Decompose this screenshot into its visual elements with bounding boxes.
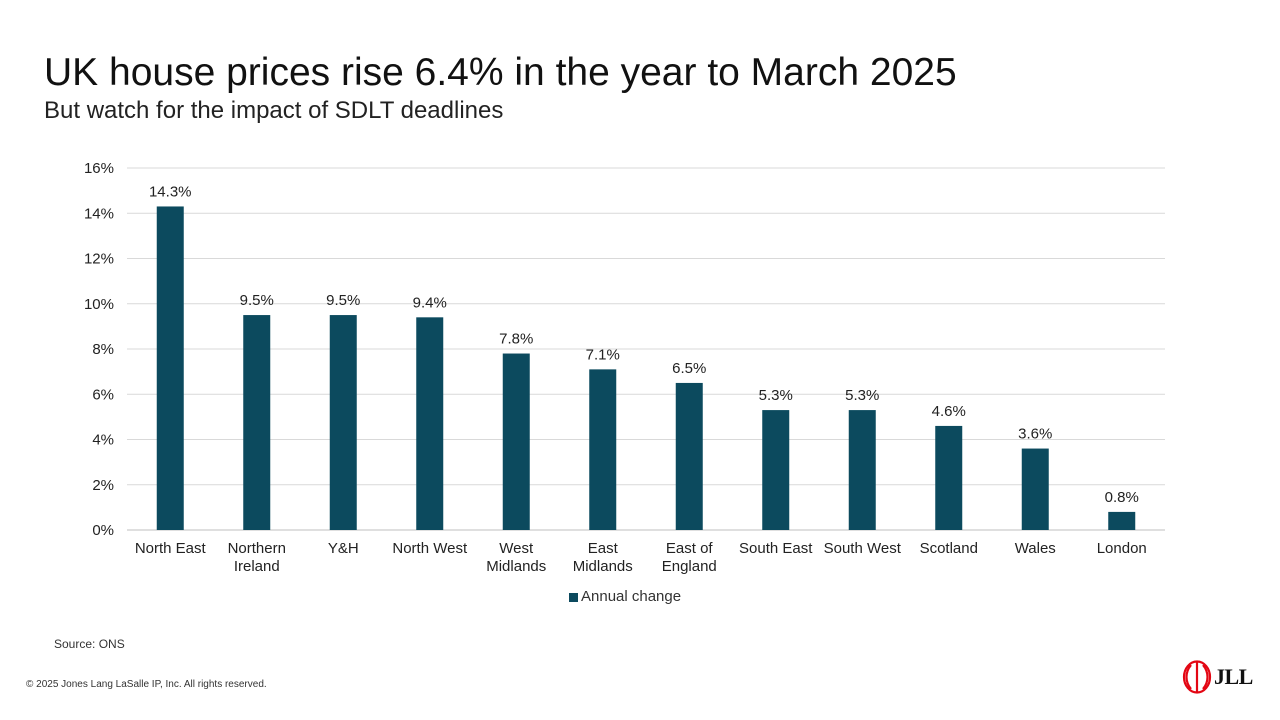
bar — [1108, 511, 1136, 530]
data-label: 6.5% — [672, 360, 706, 377]
x-tick-label: West — [499, 540, 534, 557]
page-title: UK house prices rise 6.4% in the year to… — [44, 51, 957, 94]
data-label: 7.1% — [586, 346, 620, 363]
data-label: 7.8% — [499, 331, 533, 348]
x-tick-label: England — [662, 558, 717, 575]
bar — [675, 382, 703, 530]
logo-text: JLL — [1214, 664, 1253, 689]
x-tick-label: East of — [666, 540, 714, 557]
y-tick-label: 8% — [92, 341, 114, 358]
x-tick-label: Northern — [228, 540, 286, 557]
jll-logo-icon — [1182, 660, 1212, 694]
bar — [416, 317, 444, 530]
bar — [243, 315, 271, 530]
x-tick-label: North West — [392, 540, 468, 557]
legend-swatch — [569, 592, 578, 602]
x-tick-label: London — [1097, 540, 1147, 557]
page-subtitle: But watch for the impact of SDLT deadlin… — [44, 97, 504, 124]
data-label: 9.4% — [413, 294, 447, 311]
y-tick-label: 2% — [92, 477, 114, 494]
x-tick-label: Y&H — [328, 540, 359, 557]
x-tick-label: South East — [739, 540, 813, 557]
bar-chart: 0% 2% 4% 6% 8% 10% 12% 14% 16% 14.3% North East 9.5… — [84, 160, 1165, 575]
x-tick-label: Wales — [1015, 540, 1056, 557]
bar — [762, 410, 790, 530]
data-label: 9.5% — [326, 292, 360, 309]
data-label: 3.6% — [1018, 426, 1052, 443]
bar — [502, 353, 530, 530]
data-label: 5.3% — [845, 387, 879, 404]
data-label: 0.8% — [1105, 489, 1139, 506]
legend-label: Annual change — [581, 588, 682, 605]
y-tick-label: 16% — [84, 160, 114, 177]
bar — [935, 425, 963, 530]
jll-logo: JLL — [1182, 660, 1253, 694]
y-tick-label: 6% — [92, 386, 114, 403]
y-tick-label: 14% — [84, 205, 114, 222]
x-tick-label: North East — [135, 540, 207, 557]
y-tick-label: 4% — [92, 432, 114, 449]
bar — [1021, 448, 1049, 530]
bar — [848, 410, 876, 530]
x-tick-label: Midlands — [573, 558, 633, 575]
chart-legend: Annual change — [569, 588, 681, 606]
source-note: Source: ONS — [54, 637, 125, 651]
x-tick-label: Ireland — [234, 558, 280, 575]
x-tick-label: Scotland — [920, 540, 978, 557]
y-tick-label: 12% — [84, 251, 114, 268]
data-label: 9.5% — [240, 292, 274, 309]
y-tick-label: 10% — [84, 296, 114, 313]
data-label: 14.3% — [149, 183, 192, 200]
x-tick-label: East — [588, 540, 619, 557]
y-tick-label: 0% — [92, 522, 114, 539]
bar — [329, 315, 357, 530]
x-tick-label: Midlands — [486, 558, 546, 575]
copyright-note: © 2025 Jones Lang LaSalle IP, Inc. All r… — [26, 679, 267, 690]
x-tick-label: South West — [824, 540, 902, 557]
data-label: 4.6% — [932, 403, 966, 420]
bar — [589, 369, 617, 530]
bar — [156, 206, 184, 530]
data-label: 5.3% — [759, 387, 793, 404]
